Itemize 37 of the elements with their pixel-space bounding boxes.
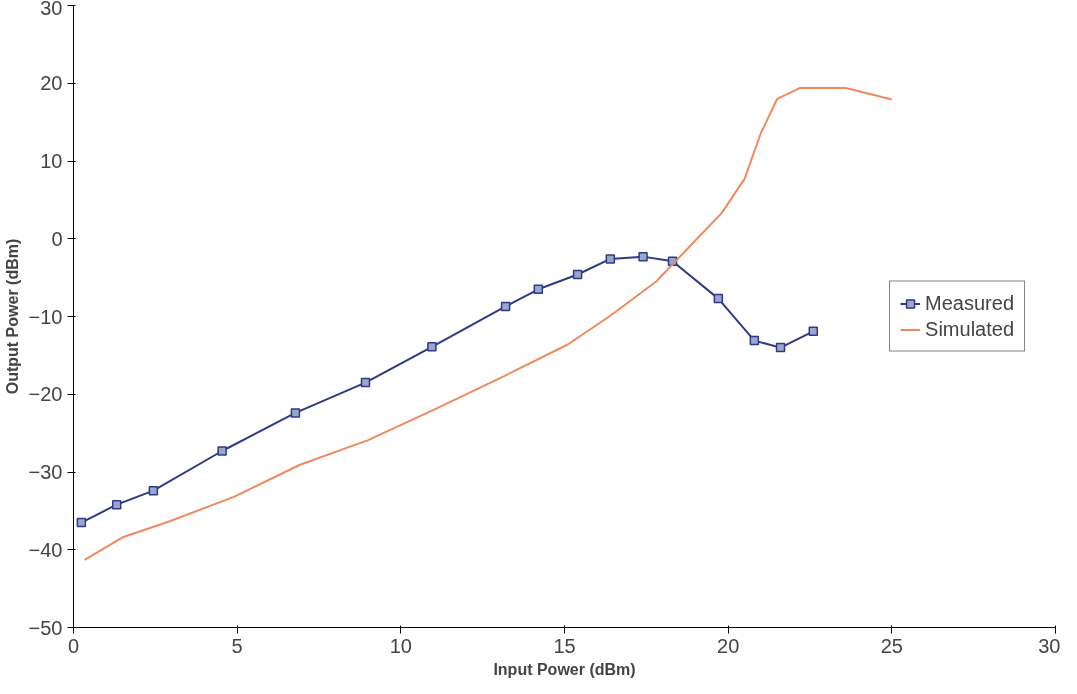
y-tick-label: −20 xyxy=(28,383,63,406)
y-tick-label: 0 xyxy=(51,227,63,250)
point xyxy=(638,251,648,262)
point xyxy=(148,485,159,496)
x-tick-label: 20 xyxy=(717,634,740,657)
x-tick-label: 15 xyxy=(553,634,576,657)
point xyxy=(605,254,616,264)
point xyxy=(749,335,760,346)
y-axis-title: Output Power (dBm) xyxy=(3,238,21,395)
x-axis-title: Input Power (dBm) xyxy=(493,660,636,678)
x-tick-label: 5 xyxy=(231,634,243,657)
point xyxy=(290,408,301,418)
x-tick-label: 25 xyxy=(880,634,903,657)
point xyxy=(808,326,819,337)
legend-label: Measured xyxy=(925,291,1014,315)
y-tick-label: −40 xyxy=(28,538,63,561)
point xyxy=(572,269,583,280)
point xyxy=(533,284,544,295)
point xyxy=(111,499,122,510)
x-tick-label: 10 xyxy=(389,634,412,657)
x-tick-label: 0 xyxy=(67,634,80,657)
point xyxy=(427,342,437,352)
point xyxy=(713,293,724,304)
y-tick-label: 30 xyxy=(40,0,63,19)
y-tick-label: 20 xyxy=(40,72,63,95)
point xyxy=(360,377,371,388)
y-tick-label: −50 xyxy=(28,616,63,639)
point xyxy=(775,342,786,353)
x-tick-label: 30 xyxy=(1038,634,1061,657)
point xyxy=(76,517,87,528)
line-series xyxy=(83,86,893,561)
y-tick-label: −30 xyxy=(28,461,63,483)
legend-label: Simulated xyxy=(925,317,1014,341)
point xyxy=(217,446,227,456)
y-tick-label: 10 xyxy=(40,150,63,172)
y-tick-label: −10 xyxy=(28,305,63,328)
point xyxy=(500,301,511,312)
